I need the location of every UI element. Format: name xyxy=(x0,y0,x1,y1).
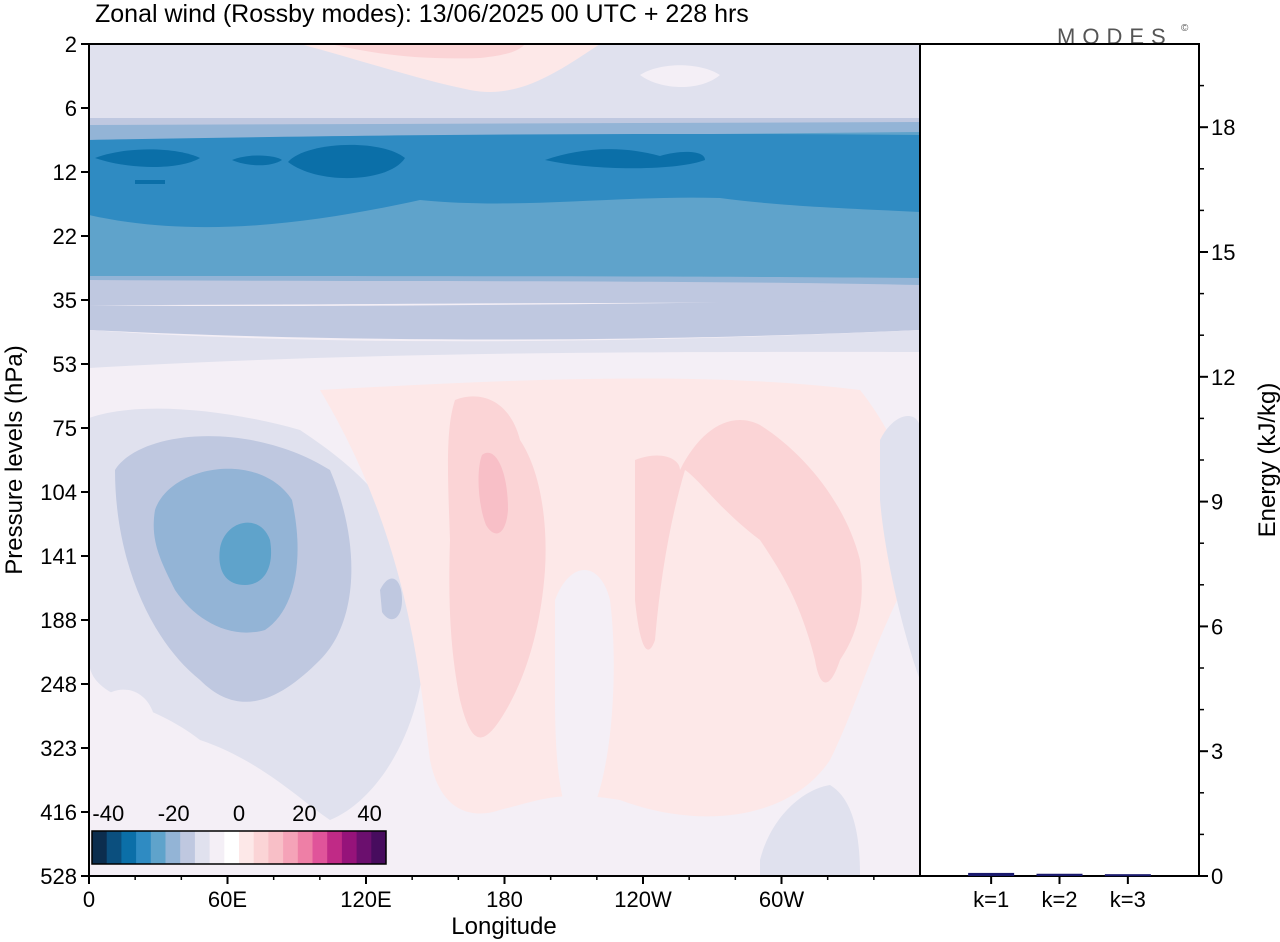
colorbar-swatch xyxy=(341,831,358,864)
field-band-5 xyxy=(89,300,920,340)
energy-tick-label: 15 xyxy=(1211,240,1235,265)
y-tick-label: 528 xyxy=(40,864,77,889)
x-tick-label: 60E xyxy=(208,887,247,912)
chart-title: Zonal wind (Rossby modes): 13/06/2025 00… xyxy=(95,0,749,28)
field-core-1 xyxy=(95,149,200,167)
colorbar-swatch xyxy=(150,831,166,864)
longitude-axis: 0 60E 120E 180 120W 60W xyxy=(83,876,875,912)
colorbar-tick-label: 0 xyxy=(233,801,245,826)
field-patch-top-pink-2 xyxy=(330,44,525,59)
colorbar-swatch xyxy=(180,831,196,864)
y-tick-label: 248 xyxy=(40,672,77,697)
energy-tick-label: 0 xyxy=(1211,864,1223,889)
x-tick-label: 120W xyxy=(614,887,672,912)
colorbar-swatch xyxy=(356,831,372,864)
colorbar-tick-label: 20 xyxy=(292,801,316,826)
colorbar-swatch xyxy=(253,831,269,864)
energy-category-label: k=3 xyxy=(1110,887,1146,912)
field-band-6 xyxy=(89,330,920,368)
field-core-5 xyxy=(135,180,165,184)
colorbar-swatch xyxy=(136,831,152,864)
colorbar-tick-label: -40 xyxy=(92,801,124,826)
energy-category-label: k=1 xyxy=(973,887,1009,912)
colorbar-swatch xyxy=(312,831,328,864)
energy-tick-label: 18 xyxy=(1211,115,1235,140)
x-tick-label: 0 xyxy=(83,887,95,912)
field-core-2 xyxy=(232,155,282,166)
field-patch-top-pink xyxy=(300,44,600,92)
y-tick-label: 75 xyxy=(53,416,77,441)
pressure-axis: 2 6 12 22 35 53 75 104 141 188 248 323 416 528 xyxy=(40,32,89,889)
y-tick-label: 323 xyxy=(40,736,77,761)
colorbar-swatch xyxy=(121,831,137,864)
colorbar-swatch xyxy=(283,831,299,864)
energy-tick-label: 12 xyxy=(1211,365,1235,390)
field-positive-mid-2 xyxy=(635,420,862,683)
field-patch-top-light xyxy=(640,65,720,88)
energy-bars: k=1 k=2 k=3 xyxy=(968,872,1151,912)
field-positive-mid-1 xyxy=(447,396,546,738)
energy-tick-label: 9 xyxy=(1211,490,1223,515)
energy-tick-label: 3 xyxy=(1211,739,1223,764)
x-axis-label: Longitude xyxy=(451,913,556,940)
y-tick-label: 53 xyxy=(53,352,77,377)
field-positive-core xyxy=(478,452,508,534)
field-blob-west-core xyxy=(219,522,272,585)
energy-bar xyxy=(968,872,1015,876)
energy-bar xyxy=(1036,873,1083,876)
y-tick-label: 141 xyxy=(40,544,77,569)
y-tick-label: 6 xyxy=(65,96,77,121)
energy-axis: 0 3 6 9 12 15 18 xyxy=(1199,84,1235,889)
field-near-zero-2 xyxy=(880,416,920,680)
colorbar-swatch xyxy=(106,831,122,864)
colorbar-swatch xyxy=(194,831,211,864)
y-tick-label: 416 xyxy=(40,800,77,825)
colorbar-frame xyxy=(91,830,387,865)
colorbar-swatch xyxy=(327,831,343,864)
contour-field xyxy=(89,44,920,876)
x-tick-label: 120E xyxy=(340,887,391,912)
colorbar-swatch xyxy=(371,831,387,864)
logo-copyright-mark: © xyxy=(1181,23,1189,34)
field-near-zero-4 xyxy=(100,689,155,734)
colorbar-swatch xyxy=(209,831,225,864)
y-tick-label: 188 xyxy=(40,608,77,633)
modes-logo: MODES xyxy=(1057,24,1173,49)
field-core-4 xyxy=(545,149,705,169)
x-tick-label: 180 xyxy=(486,887,523,912)
energy-axis-label: Energy (kJ/kg) xyxy=(1254,383,1280,538)
energy-category-label: k=2 xyxy=(1041,887,1077,912)
energy-panel-frame xyxy=(919,43,1200,877)
field-near-zero-3 xyxy=(760,785,860,876)
colorbar-swatch xyxy=(92,831,108,864)
y-tick-label: 35 xyxy=(53,288,77,313)
y-tick-label: 12 xyxy=(53,160,77,185)
colorbar-swatch xyxy=(224,831,240,864)
colorbar-swatch xyxy=(165,831,181,864)
colorbar-tick-label: 40 xyxy=(357,801,381,826)
y-axis-label: Pressure levels (hPa) xyxy=(1,345,28,574)
field-near-zero-1 xyxy=(555,570,614,830)
y-tick-label: 22 xyxy=(53,224,77,249)
energy-bar xyxy=(1104,874,1151,877)
colorbar-swatch xyxy=(268,831,284,864)
y-tick-label: 2 xyxy=(65,32,77,57)
x-tick-label: 60W xyxy=(759,887,804,912)
field-blob-small xyxy=(380,578,402,620)
colorbar-swatch xyxy=(297,831,313,864)
colorbar-swatch xyxy=(239,831,255,864)
colorbar-tick-label: -20 xyxy=(158,801,190,826)
field-core-3 xyxy=(288,144,405,179)
energy-tick-label: 6 xyxy=(1211,614,1223,639)
y-tick-label: 104 xyxy=(40,480,77,505)
colorbar: -40 -20 0 20 40 xyxy=(91,801,387,865)
